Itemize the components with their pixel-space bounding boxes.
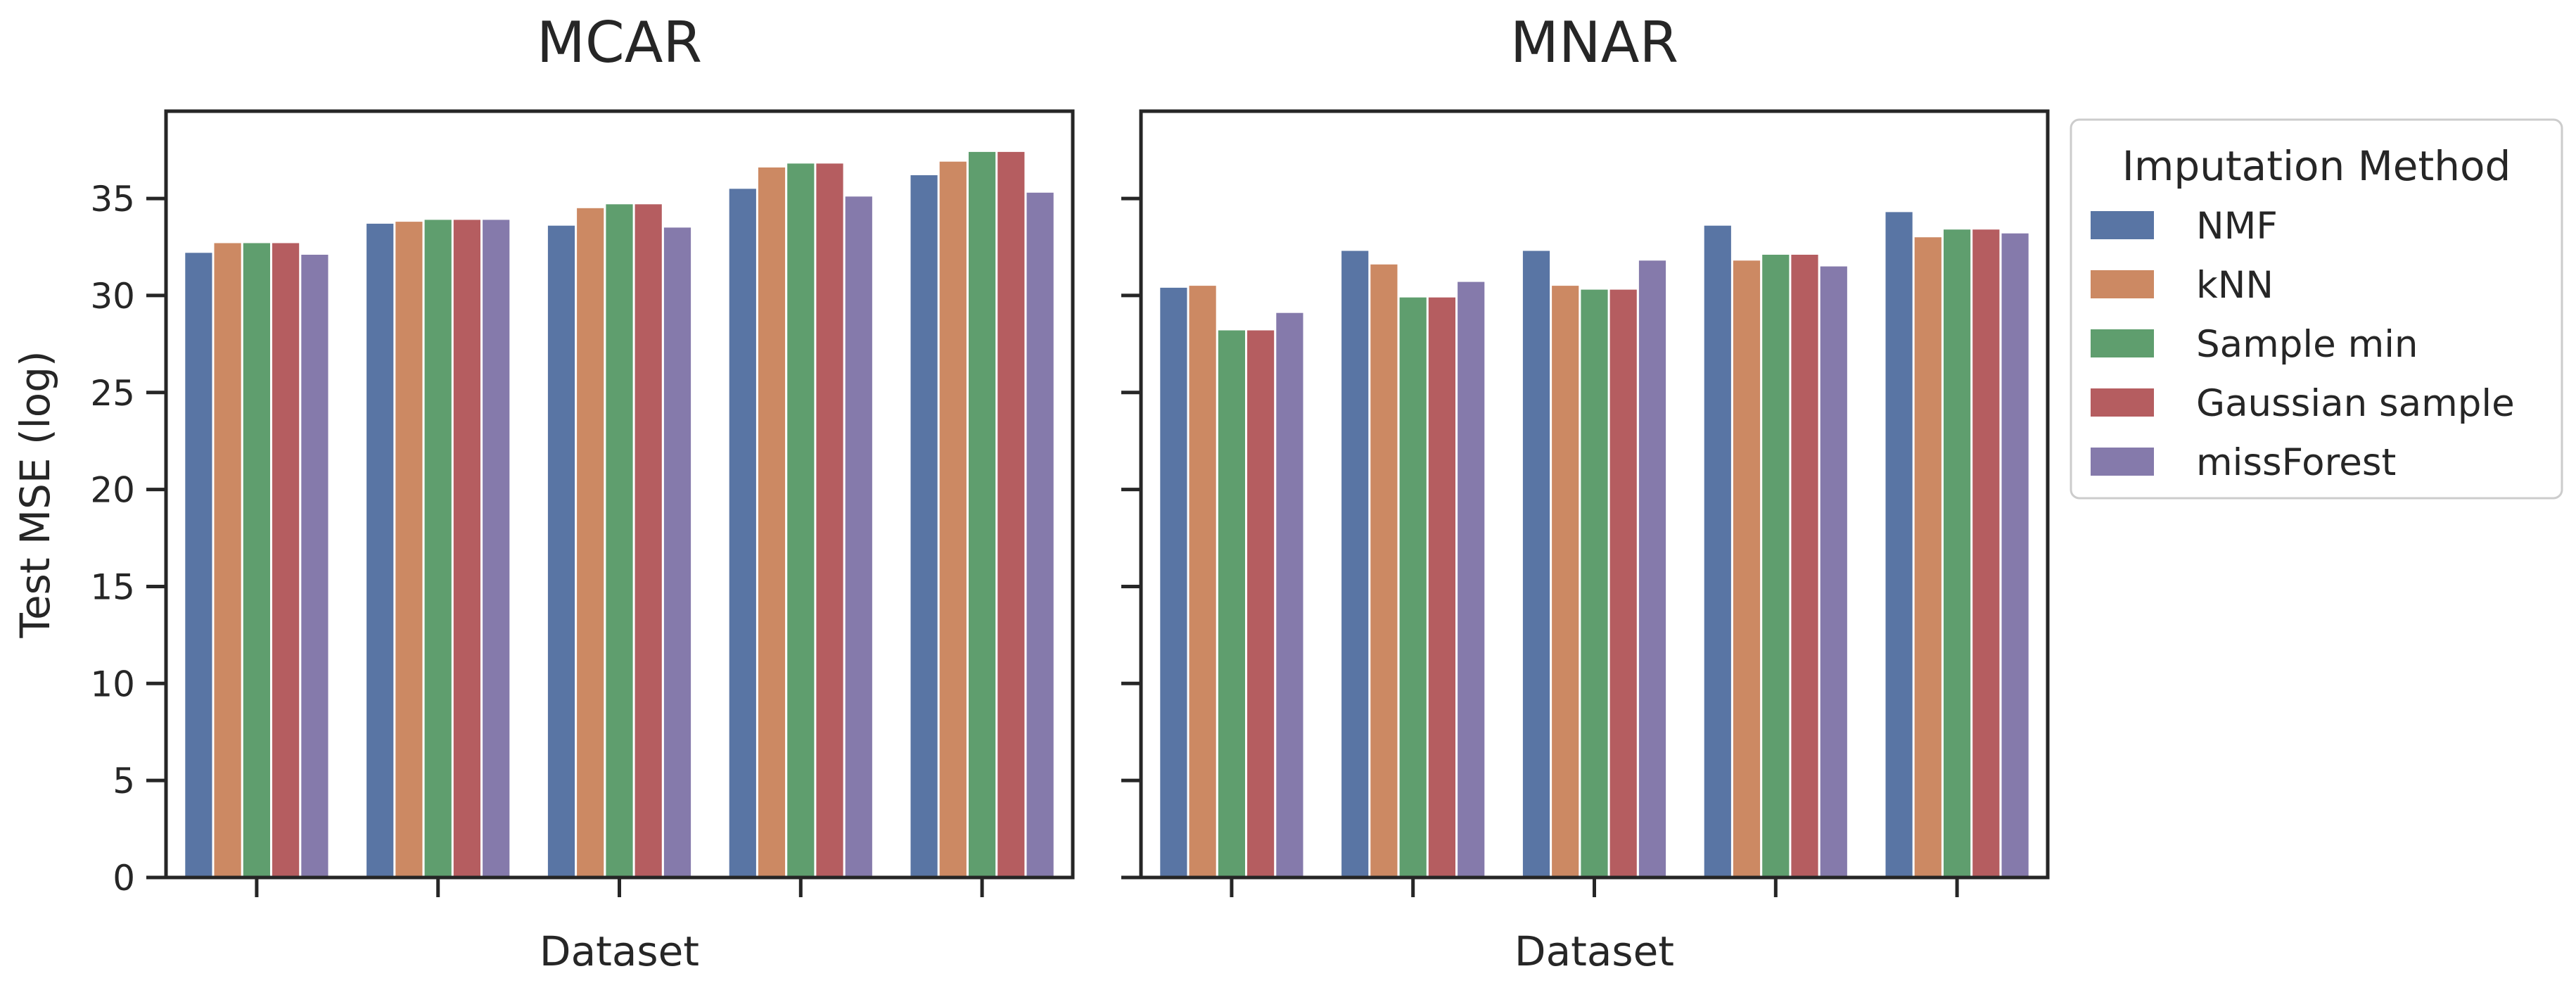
mnar-bar-missforest-5	[2001, 233, 2029, 877]
mnar-bar-sample-min-1	[1218, 330, 1245, 877]
mcar-bar-nmf-3	[547, 225, 575, 877]
mnar-bar-knn-1	[1189, 286, 1216, 878]
mnar-panel-title: MNAR	[1510, 10, 1678, 75]
mcar-bar-knn-2	[395, 222, 423, 878]
mnar-bar-nmf-4	[1704, 225, 1731, 877]
legend-swatch-nmf	[2091, 211, 2154, 239]
legend-swatch-missforest	[2091, 448, 2154, 476]
mnar-bar-missforest-4	[1820, 266, 1847, 878]
mcar-bar-sample-min-2	[424, 220, 452, 877]
mcar-bar-sample-min-3	[606, 204, 633, 877]
mnar-bar-nmf-1	[1160, 287, 1187, 877]
mnar-bar-gaussian-sample-4	[1791, 255, 1818, 877]
mcar-bar-sample-min-5	[969, 151, 996, 877]
mcar-bar-missforest-5	[1026, 192, 1054, 877]
mcar-y-tick-label-5: 5	[113, 761, 135, 801]
legend-swatch-gaussian-sample	[2091, 388, 2154, 417]
mnar-bar-nmf-2	[1341, 251, 1369, 877]
mnar-x-axis-label: Dataset	[1515, 927, 1674, 975]
mcar-bar-knn-1	[214, 243, 241, 877]
mcar-x-axis-label: Dataset	[540, 927, 699, 975]
mnar-bar-gaussian-sample-1	[1247, 330, 1275, 877]
mnar-bar-sample-min-5	[1944, 229, 1971, 877]
mnar-bar-knn-3	[1552, 286, 1579, 878]
mnar-bar-knn-2	[1370, 264, 1398, 877]
mcar-bar-nmf-5	[910, 175, 938, 877]
mcar-y-axis-label: Test MSE (log)	[11, 350, 59, 638]
mnar-bar-gaussian-sample-3	[1609, 289, 1637, 878]
mcar-y-tick-label-20: 20	[90, 470, 135, 511]
mcar-bar-sample-min-1	[243, 243, 270, 877]
legend-label-gaussian-sample: Gaussian sample	[2196, 382, 2515, 425]
mcar-bar-missforest-2	[483, 220, 510, 877]
legend-label-missforest: missForest	[2196, 441, 2396, 484]
mcar-bar-nmf-4	[729, 189, 756, 877]
mcar-bar-missforest-1	[301, 255, 329, 877]
mnar-bar-knn-4	[1733, 260, 1761, 877]
mcar-bar-gaussian-sample-3	[635, 204, 662, 877]
mnar-bar-knn-5	[1914, 237, 1941, 877]
legend-swatch-knn	[2091, 270, 2154, 298]
mcar-y-tick-label-30: 30	[90, 276, 135, 317]
mcar-bar-sample-min-4	[787, 163, 815, 877]
mnar-bar-sample-min-3	[1581, 289, 1608, 878]
mcar-bar-gaussian-sample-4	[816, 163, 843, 877]
mcar-bar-gaussian-sample-2	[453, 220, 480, 877]
mnar-bar-missforest-2	[1458, 281, 1485, 878]
legend-label-sample-min: Sample min	[2196, 323, 2418, 366]
legend-title: Imputation Method	[2122, 142, 2511, 190]
mcar-bar-gaussian-sample-5	[997, 151, 1025, 877]
mnar-bar-nmf-3	[1522, 251, 1550, 877]
mcar-y-tick-label-15: 15	[90, 566, 135, 607]
mcar-panel-title: MCAR	[537, 10, 702, 75]
mnar-bar-gaussian-sample-5	[1972, 229, 2000, 877]
mcar-y-tick-label-35: 35	[90, 179, 135, 220]
mcar-y-tick-label-0: 0	[113, 858, 135, 899]
mcar-bar-knn-3	[577, 208, 604, 877]
legend-swatch-sample-min	[2091, 329, 2154, 357]
mnar-bar-missforest-3	[1638, 260, 1666, 877]
mnar-bar-sample-min-2	[1399, 297, 1427, 877]
mnar-bar-nmf-5	[1885, 212, 1913, 877]
mcar-bar-knn-5	[939, 161, 967, 877]
mcar-bar-knn-4	[758, 167, 786, 877]
mcar-bar-nmf-1	[185, 253, 212, 877]
legend-label-knn: kNN	[2196, 264, 2274, 307]
legend-box	[2070, 118, 2563, 500]
mnar-bar-missforest-1	[1276, 312, 1303, 877]
mcar-y-tick-label-25: 25	[90, 373, 135, 414]
legend-label-nmf: NMF	[2196, 205, 2278, 248]
mcar-bar-missforest-3	[663, 227, 691, 877]
mnar-bar-sample-min-4	[1762, 255, 1790, 877]
mcar-bar-nmf-2	[366, 223, 394, 877]
mnar-bar-gaussian-sample-2	[1428, 297, 1455, 877]
mcar-y-tick-label-10: 10	[90, 664, 135, 704]
mcar-bar-gaussian-sample-1	[272, 243, 300, 877]
mcar-bar-missforest-4	[845, 196, 872, 877]
